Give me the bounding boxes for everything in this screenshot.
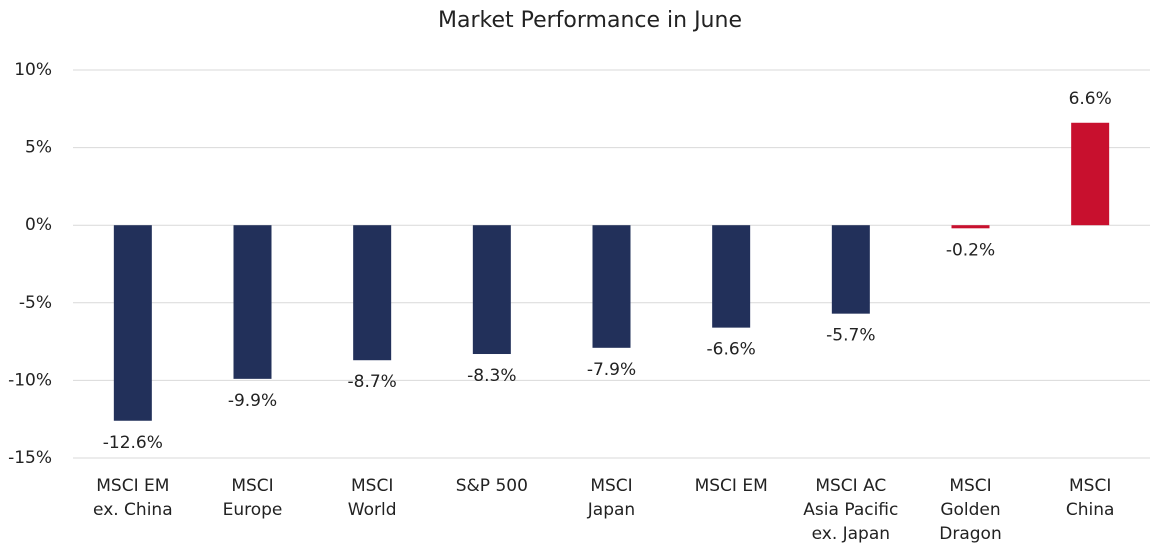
- value-label: -5.7%: [826, 326, 875, 346]
- y-tick-label: -10%: [8, 370, 52, 390]
- value-label: -7.9%: [587, 360, 636, 380]
- bar: [831, 225, 870, 314]
- x-tick-label: MSCI Europe: [222, 476, 283, 520]
- x-tick-label: MSCI EM ex. China: [93, 476, 173, 520]
- bar: [233, 225, 272, 379]
- value-label: -6.6%: [707, 340, 756, 360]
- value-label: -9.9%: [228, 391, 277, 411]
- value-label: -8.7%: [348, 372, 397, 392]
- x-tick-label: MSCI Japan: [587, 476, 636, 520]
- bar: [353, 225, 392, 361]
- bar: [472, 225, 511, 355]
- x-tick-label: MSCI EM: [694, 476, 768, 496]
- x-tick-label: MSCI China: [1065, 476, 1115, 520]
- bar: [951, 225, 990, 229]
- y-tick-label: 5%: [25, 138, 52, 158]
- y-tick-label: 0%: [25, 215, 52, 235]
- value-label: 6.6%: [1069, 89, 1112, 109]
- y-tick-label: -15%: [8, 448, 52, 468]
- y-tick-label: 10%: [14, 60, 52, 80]
- x-tick-label: MSCI AC Asia Pacific ex. Japan: [803, 476, 899, 544]
- x-tick-label: MSCI Golden Dragon: [939, 476, 1002, 544]
- y-tick-label: -5%: [19, 293, 52, 313]
- value-label: -0.2%: [946, 240, 995, 260]
- bar: [592, 225, 631, 348]
- bar: [113, 225, 152, 421]
- x-tick-label: S&P 500: [455, 476, 528, 496]
- value-label: -8.3%: [467, 366, 516, 386]
- bar: [1071, 122, 1110, 226]
- bar: [712, 225, 751, 328]
- x-tick-label: MSCI World: [347, 476, 397, 520]
- chart-title: Market Performance in June: [438, 8, 742, 33]
- value-label: -12.6%: [103, 433, 163, 453]
